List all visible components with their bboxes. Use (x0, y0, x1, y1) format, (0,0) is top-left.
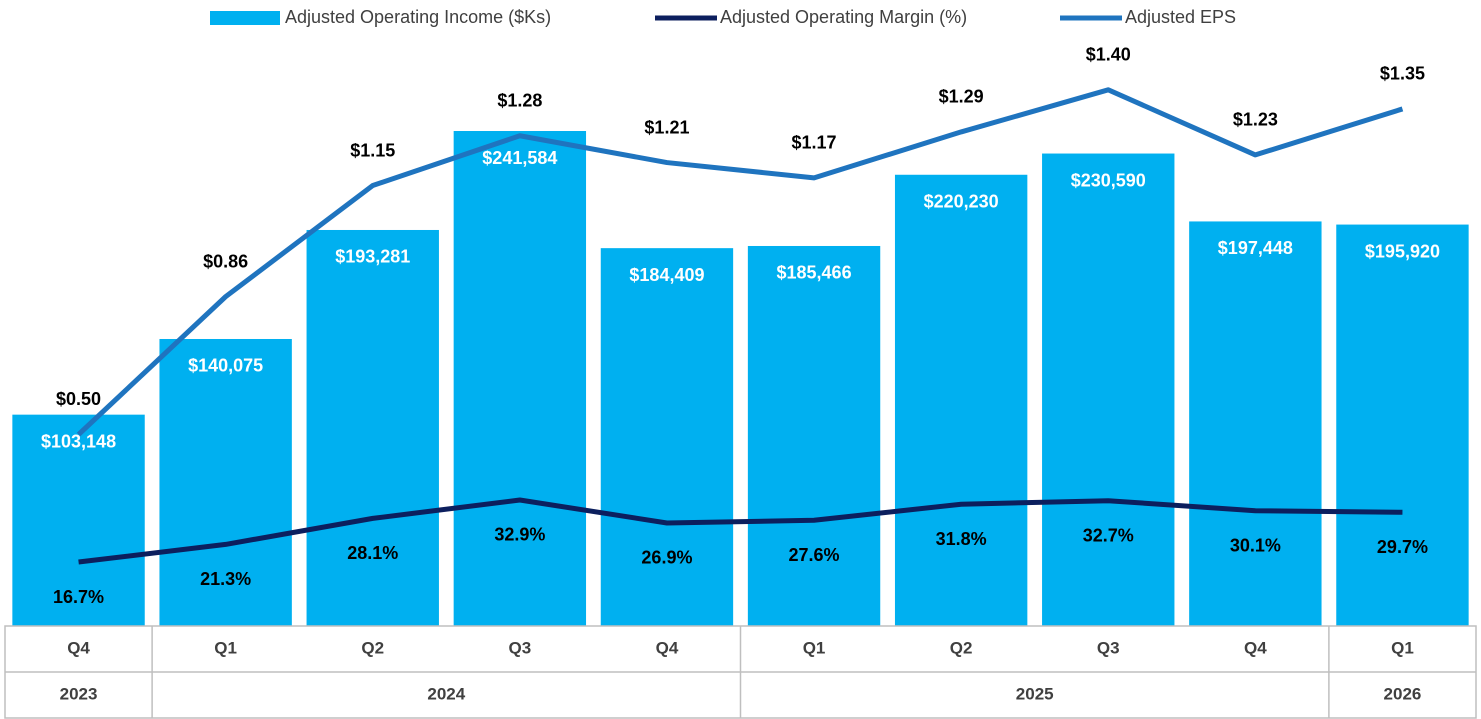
legend-label: Adjusted Operating Margin (%) (720, 7, 967, 27)
legend-label: Adjusted EPS (1125, 7, 1236, 27)
bar (1189, 221, 1322, 626)
x-tick-label: Q1 (214, 638, 237, 657)
eps-label: $0.50 (56, 389, 101, 409)
x-tick-label: Q3 (1097, 638, 1120, 657)
eps-label: $1.15 (350, 140, 395, 160)
bar (894, 174, 1028, 626)
x-tick-label: Q3 (509, 638, 532, 657)
legend-swatch (210, 11, 280, 25)
line (76, 87, 1404, 437)
eps-label: $1.17 (792, 133, 837, 153)
bar (1336, 224, 1469, 626)
margin-label: 32.7% (1083, 526, 1134, 546)
bar-label: $103,148 (41, 431, 116, 451)
x-tick-label: Q1 (803, 638, 826, 657)
margin-label: 27.6% (789, 545, 840, 565)
group-label: 2023 (60, 684, 98, 703)
margin-label: 26.9% (641, 548, 692, 568)
margin-label: 16.7% (53, 587, 104, 607)
eps-label: $1.35 (1380, 64, 1425, 84)
bar-label: $185,466 (777, 263, 852, 283)
eps-label: $1.23 (1233, 110, 1278, 130)
margin-label: 28.1% (347, 543, 398, 563)
eps-label: $0.86 (203, 251, 248, 271)
margin-label: 30.1% (1230, 535, 1281, 555)
bar (159, 338, 292, 626)
eps-label: $1.21 (644, 117, 689, 137)
eps-label: $1.29 (939, 87, 984, 107)
group-label: 2024 (427, 684, 465, 703)
bar-label: $220,230 (924, 192, 999, 212)
x-tick-label: Q2 (361, 638, 384, 657)
bar (600, 248, 734, 627)
group-label: 2026 (1384, 684, 1422, 703)
margin-label: 29.7% (1377, 537, 1428, 557)
margin-label: 32.9% (494, 525, 545, 545)
bar (453, 131, 587, 626)
bar-label: $195,920 (1365, 241, 1440, 261)
bar-label: $197,448 (1218, 238, 1293, 258)
x-tick-label: Q2 (950, 638, 973, 657)
bar (747, 245, 881, 626)
x-tick-label: Q1 (1391, 638, 1414, 657)
margin-label: 21.3% (200, 569, 251, 589)
group-label: 2025 (1016, 684, 1054, 703)
bar-label: $184,409 (629, 265, 704, 285)
eps-label: $1.40 (1086, 45, 1131, 65)
bar-label: $193,281 (335, 247, 410, 267)
line (78, 497, 1403, 565)
bar-label: $140,075 (188, 356, 263, 376)
eps-label: $1.28 (497, 91, 542, 111)
bar (12, 414, 145, 626)
x-tick-label: Q4 (1244, 638, 1267, 657)
legend-label: Adjusted Operating Income ($Ks) (285, 7, 551, 27)
bar-label: $230,590 (1071, 170, 1146, 190)
bar (306, 229, 439, 627)
x-tick-label: Q4 (67, 638, 90, 657)
bar-label: $241,584 (482, 148, 557, 168)
margin-label: 31.8% (936, 529, 987, 549)
x-tick-label: Q4 (656, 638, 679, 657)
bar (1042, 153, 1175, 626)
